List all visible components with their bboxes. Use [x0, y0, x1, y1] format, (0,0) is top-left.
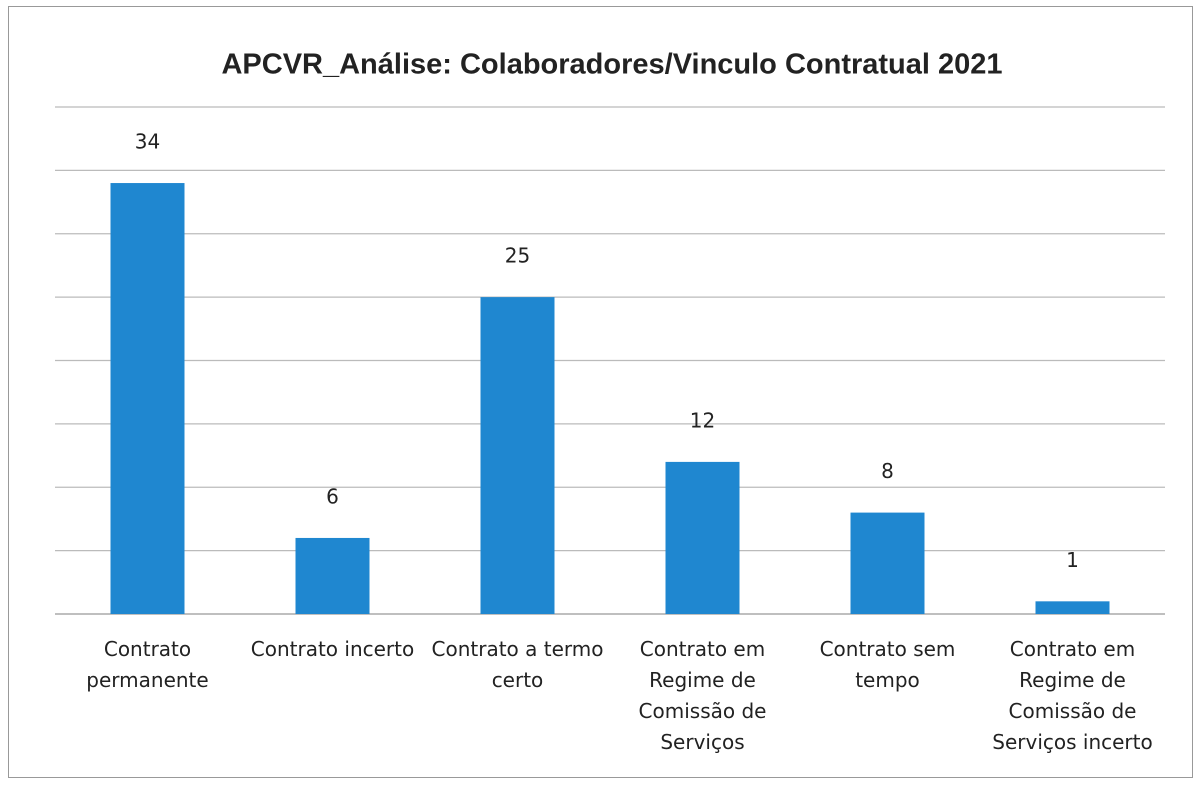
data-label: 8: [881, 459, 894, 483]
x-tick-label: Contrato em Regime de Comissão de Serviç…: [992, 637, 1153, 754]
x-tick-label: Contrato sem tempo: [819, 637, 956, 692]
bar: [480, 297, 555, 614]
x-tick-label: Contrato em Regime de Comissão de Serviç…: [638, 637, 767, 754]
x-tick-label: Contrato incerto: [250, 637, 415, 661]
data-label: 6: [326, 484, 339, 508]
data-label: 1: [1066, 548, 1079, 572]
bar: [665, 461, 740, 614]
x-tick-label: Contrato a termo certo: [431, 637, 604, 692]
chart-title: APCVR_Análise: Colaboradores/Vinculo Con…: [221, 49, 1002, 81]
x-tick-label: Contrato permanente: [86, 637, 209, 692]
data-label: 12: [690, 408, 715, 432]
data-label: 25: [505, 244, 530, 268]
chart-frame: [8, 6, 1193, 778]
data-label: 34: [135, 130, 160, 154]
bar: [850, 512, 925, 614]
bar: [110, 183, 185, 615]
bar: [295, 537, 370, 614]
bar: [1035, 601, 1110, 614]
